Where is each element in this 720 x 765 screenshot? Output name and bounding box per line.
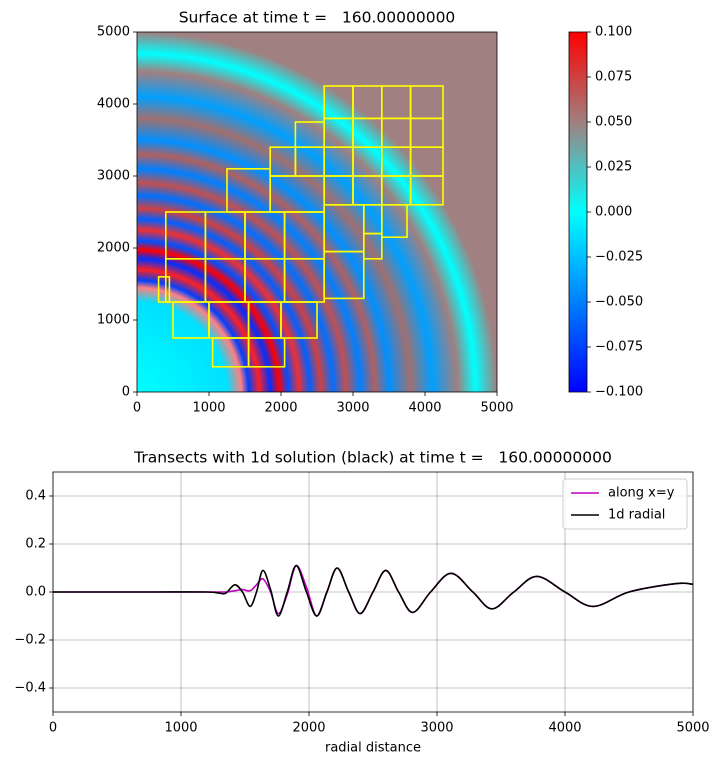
- y-tick-label: 4000: [97, 97, 130, 112]
- axes-frame: [136, 31, 498, 393]
- colorbar-tick-label: −0.050: [595, 295, 643, 310]
- x-tick-label: 0: [133, 401, 141, 416]
- colorbar-tick-label: −0.075: [595, 340, 643, 355]
- grid-patch: [247, 337, 286, 368]
- y-tick-label: 0.2: [25, 537, 46, 552]
- x-tick-label: 0: [49, 721, 57, 736]
- x-tick-label: 2000: [292, 721, 325, 736]
- y-tick-label: 2000: [97, 241, 130, 256]
- x-tick-label: 1000: [192, 401, 225, 416]
- legend-box: [562, 478, 688, 530]
- colorbar: [568, 31, 588, 393]
- y-tick-label: 5000: [97, 25, 130, 40]
- x-tick-label: 5000: [480, 401, 513, 416]
- grid-patch: [157, 275, 171, 303]
- x-tick-label: 3000: [420, 721, 453, 736]
- x-tick-label: 3000: [336, 401, 369, 416]
- y-tick-label: 0.4: [25, 489, 46, 504]
- y-tick-label: 0: [122, 385, 130, 400]
- y-tick-label: −0.4: [14, 681, 46, 696]
- colorbar-tick-label: −0.025: [595, 250, 643, 265]
- colorbar-tick-label: 0.000: [595, 205, 632, 220]
- legend-label: 1d radial: [608, 508, 665, 523]
- y-tick-label: 3000: [97, 169, 130, 184]
- y-tick-label: 0.0: [25, 585, 46, 600]
- colorbar-tick-label: −0.100: [595, 385, 643, 400]
- grid-patch: [380, 204, 408, 239]
- x-tick-label: 4000: [548, 721, 581, 736]
- colorbar-tick-label: 0.100: [595, 25, 632, 40]
- x-tick-label: 2000: [264, 401, 297, 416]
- x-tick-label: 1000: [164, 721, 197, 736]
- chart-title: Surface at time t = 160.00000000: [179, 9, 456, 27]
- y-tick-label: −0.2: [14, 633, 46, 648]
- series-line: [53, 564, 694, 617]
- x-tick-label: 4000: [408, 401, 441, 416]
- chart-title: Transects with 1d solution (black) at ti…: [133, 449, 612, 467]
- x-tick-label: 5000: [676, 721, 709, 736]
- grid-patch: [409, 85, 444, 120]
- axes-frame: [52, 471, 694, 713]
- grid-patch: [280, 301, 318, 339]
- lines: [53, 564, 694, 617]
- colorbar-tick-label: 0.025: [595, 160, 632, 175]
- patches: [157, 85, 444, 368]
- colorbar-tick-label: 0.075: [595, 70, 632, 85]
- colorbar-tick-label: 0.050: [595, 115, 632, 130]
- x-axis-label: radial distance: [325, 741, 421, 756]
- legend-label: along x=y: [608, 486, 675, 501]
- y-tick-label: 1000: [97, 313, 130, 328]
